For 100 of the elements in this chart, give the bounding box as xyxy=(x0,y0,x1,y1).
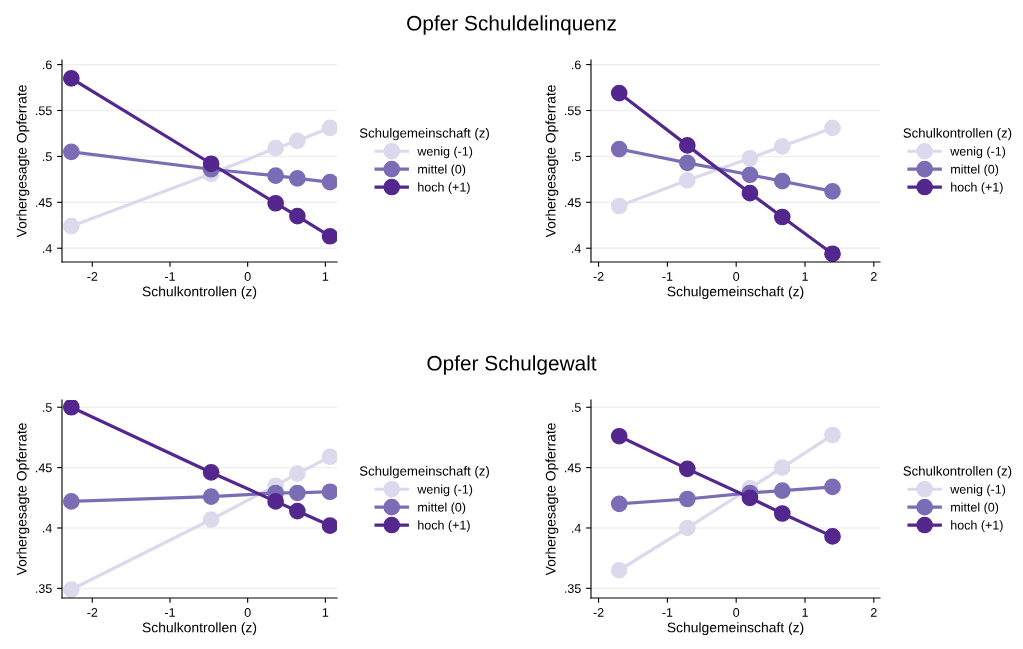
y-tick-label: .6 xyxy=(42,60,52,70)
point xyxy=(610,427,628,445)
point xyxy=(62,493,80,510)
point xyxy=(678,490,696,508)
point xyxy=(741,149,759,167)
legend-label: mittel (0) xyxy=(418,502,466,515)
point xyxy=(741,184,759,202)
point xyxy=(773,137,791,155)
text: Opfer Schuldelinquenz xyxy=(407,15,616,35)
point xyxy=(773,482,791,499)
x-tick-label: -1 xyxy=(662,272,673,281)
x-tick-label: 1 xyxy=(802,608,808,617)
y-tick-label: .35 xyxy=(565,584,581,593)
x-tick-label: -1 xyxy=(662,608,673,617)
point xyxy=(289,170,306,187)
x-tick-label: 1 xyxy=(322,608,329,617)
legend-label: wenig (-1) xyxy=(417,146,473,159)
y-tick-label: .45 xyxy=(36,463,52,473)
y-tick-label: .45 xyxy=(565,198,581,207)
y-tick-label: .55 xyxy=(565,106,581,116)
point xyxy=(824,478,841,496)
point xyxy=(289,132,306,150)
point xyxy=(321,119,337,137)
point xyxy=(678,154,696,172)
point xyxy=(62,70,80,87)
point xyxy=(289,502,306,520)
x-tick-label: 2 xyxy=(870,608,877,617)
legend-label: wenig (-1) xyxy=(950,484,1006,497)
point xyxy=(321,173,337,191)
y-tick-label: .5 xyxy=(571,152,581,162)
point xyxy=(202,155,220,173)
point xyxy=(289,465,306,482)
point xyxy=(267,194,284,212)
legend-title: Schulkontrollen (z) xyxy=(903,466,1012,479)
x-tick-label: 0 xyxy=(244,272,251,281)
legend-label: hoch (+1) xyxy=(951,182,1003,194)
point xyxy=(678,171,696,189)
y-tick-label: .6 xyxy=(571,60,581,70)
legend-label: hoch (+1) xyxy=(418,182,470,194)
x-tick-label: -2 xyxy=(87,272,98,281)
x-tick-label: -2 xyxy=(593,608,604,617)
legend-label: wenig (-1) xyxy=(950,146,1006,159)
legend-label: hoch (+1) xyxy=(951,520,1003,532)
y-tick-label: .4 xyxy=(42,244,52,253)
point xyxy=(62,217,80,235)
y-tick-label: .4 xyxy=(42,523,52,533)
point xyxy=(289,207,306,225)
x-tick-label: 1 xyxy=(802,272,808,281)
point xyxy=(773,172,791,190)
x-tick-label: -2 xyxy=(593,272,604,281)
x-tick-label: 0 xyxy=(244,608,251,617)
point xyxy=(678,519,696,537)
y-tick-label: .4 xyxy=(571,523,581,533)
point xyxy=(610,197,628,215)
x-axis-title: Schulkontrollen (z) xyxy=(142,286,257,300)
point xyxy=(610,84,628,102)
point xyxy=(773,208,791,226)
point xyxy=(267,493,284,510)
point xyxy=(62,143,80,161)
point xyxy=(321,483,337,501)
y-axis-title: Vorhergesagte Opferrate xyxy=(545,85,559,238)
x-axis-title: Schulkontrollen (z) xyxy=(142,622,257,636)
y-tick-label: .45 xyxy=(36,198,52,207)
point xyxy=(610,561,628,579)
point xyxy=(678,137,696,154)
point xyxy=(824,245,841,262)
x-tick-label: -1 xyxy=(164,608,175,617)
y-axis-title: Vorhergesagte Opferrate xyxy=(16,85,30,238)
point xyxy=(321,448,337,466)
x-tick-label: 0 xyxy=(733,272,740,281)
point xyxy=(62,581,80,598)
x-axis-title: Schulgemeinschaft (z) xyxy=(667,286,804,300)
x-tick-label: 0 xyxy=(733,608,740,617)
point xyxy=(824,528,841,545)
point xyxy=(773,459,791,476)
point xyxy=(824,426,841,444)
legend-title: Schulgemeinschaft (z) xyxy=(359,128,489,141)
x-tick-label: -1 xyxy=(164,272,175,281)
y-axis-title: Vorhergesagte Opferrate xyxy=(545,423,559,576)
point xyxy=(62,400,80,416)
legend-label: mittel (0) xyxy=(418,164,466,177)
point xyxy=(741,489,759,507)
legend-title: Schulgemeinschaft (z) xyxy=(359,466,489,479)
point xyxy=(289,484,306,502)
x-axis-title: Schulgemeinschaft (z) xyxy=(667,622,804,636)
point xyxy=(824,182,841,200)
point xyxy=(267,139,284,157)
legend-label: mittel (0) xyxy=(951,502,999,515)
point xyxy=(678,460,696,478)
point xyxy=(202,488,220,505)
y-tick-label: .45 xyxy=(565,463,581,473)
point xyxy=(610,140,628,158)
point xyxy=(773,505,791,522)
x-tick-label: 2 xyxy=(870,272,877,281)
point xyxy=(610,495,628,513)
legend-label: mittel (0) xyxy=(951,164,999,177)
y-tick-label: .4 xyxy=(571,244,581,253)
point xyxy=(202,464,220,481)
point xyxy=(267,167,284,185)
y-tick-label: .55 xyxy=(36,106,52,116)
